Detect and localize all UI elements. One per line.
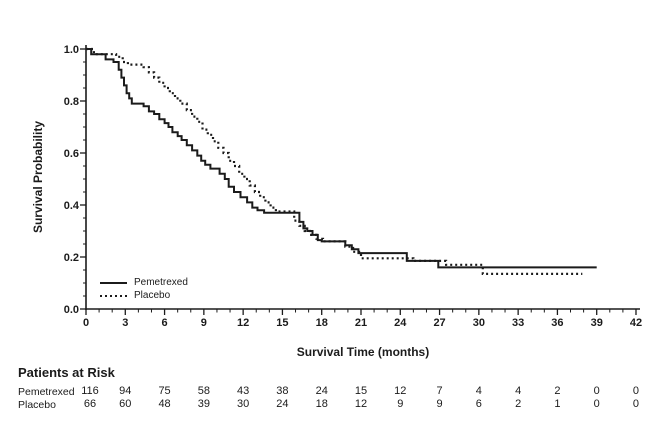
risk-count: 1 [554,398,561,410]
risk-count: 75 [158,385,171,397]
risk-row-label-pemetrexed: Pemetrexed [18,386,75,398]
risk-count: 0 [593,398,600,410]
legend-label-pemetrexed: Pemetrexed [134,277,188,288]
solid-line-swatch [100,281,127,284]
y-tick-label: 1.0 [64,44,79,56]
risk-count: 116 [81,385,99,397]
risk-count: 15 [354,385,368,397]
risk-count: 12 [394,385,407,397]
risk-count: 30 [237,398,250,410]
risk-count: 60 [119,398,132,410]
risk-count: 9 [397,398,404,410]
x-tick-label: 21 [355,317,367,329]
risk-count: 0 [632,385,640,397]
legend-label-placebo: Placebo [134,290,171,301]
risk-count: 4 [475,385,482,397]
risk-count: 58 [197,385,210,397]
risk-count: 4 [515,385,522,397]
x-tick-label: 6 [162,317,168,329]
risk-count: 2 [554,385,561,397]
x-tick-label: 36 [551,317,563,329]
legend-item-pemetrexed: Pemetrexed [100,276,188,289]
x-tick-label: 39 [591,317,603,329]
risk-count: 0 [632,398,640,410]
y-axis-title: Survival Probability [31,120,45,234]
patients-at-risk-header: Patients at Risk [18,365,115,380]
risk-count: 43 [237,385,250,397]
risk-count: 12 [354,398,368,410]
risk-count: 6 [475,398,482,410]
risk-count: 48 [158,398,171,410]
risk-count: 24 [276,398,289,410]
x-axis-title: Survival Time (months) [296,345,430,359]
risk-count: 18 [315,398,328,410]
x-tick-label: 42 [630,317,642,329]
risk-count: 94 [119,385,132,397]
x-tick-label: 3 [122,317,128,329]
x-tick-label: 12 [237,317,249,329]
y-tick-label: 0.6 [64,148,79,160]
risk-count: 38 [276,385,289,397]
legend: Pemetrexed Placebo [100,276,188,302]
risk-count: 7 [436,385,443,397]
x-tick-label: 30 [473,317,485,329]
series-pemetrexed-curve [86,48,597,269]
risk-count: 2 [515,398,522,410]
risk-count: 66 [83,398,97,410]
risk-count: 9 [436,398,443,410]
x-tick-label: 33 [512,317,524,329]
risk-count: 39 [197,398,210,410]
x-tick-label: 9 [201,317,207,329]
legend-item-placebo: Placebo [100,289,188,302]
y-tick-label: 0.2 [64,252,79,264]
risk-row-label-placebo: Placebo [18,399,56,411]
x-tick-label: 15 [276,317,288,329]
x-tick-label: 24 [394,317,407,329]
x-tick-label: 18 [316,317,328,329]
y-tick-label: 0.8 [64,96,79,108]
series-placebo-curve [86,47,583,275]
risk-count: 0 [593,385,600,397]
risk-count: 24 [315,385,328,397]
dotted-line-swatch [100,294,127,297]
y-tick-label: 0.0 [64,304,79,316]
x-tick-label: 0 [83,317,89,329]
x-tick-label: 27 [433,317,445,329]
y-tick-label: 0.4 [64,200,80,212]
